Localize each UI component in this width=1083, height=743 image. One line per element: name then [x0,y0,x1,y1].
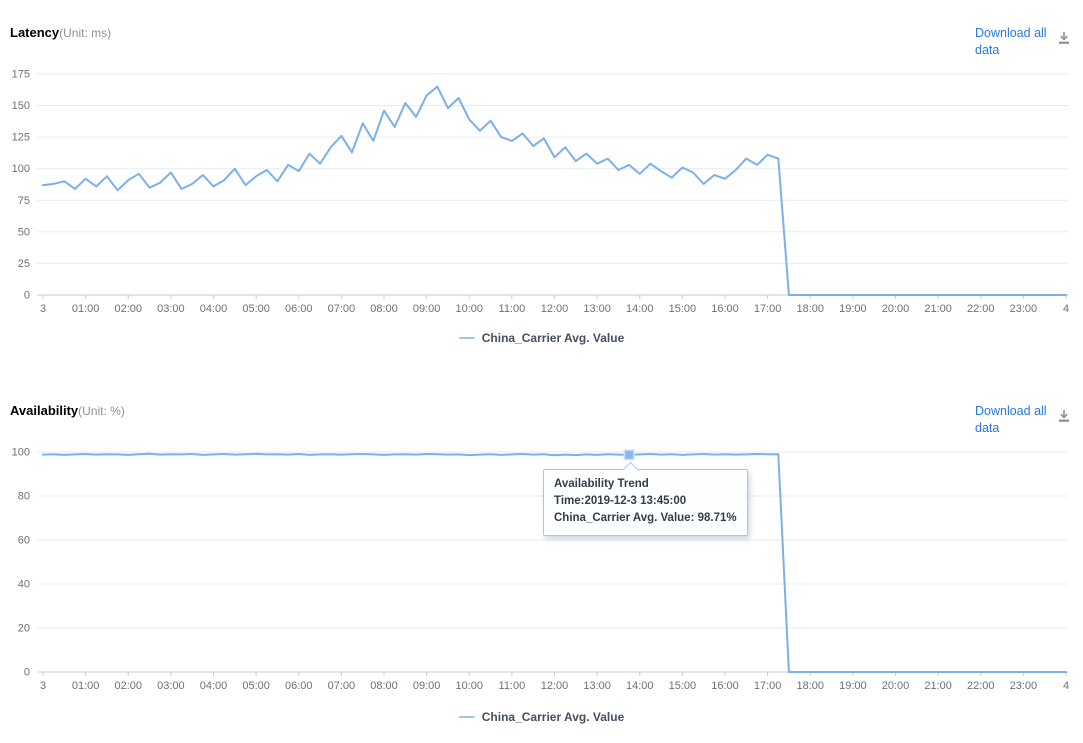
svg-text:14:00: 14:00 [626,303,654,315]
svg-text:0: 0 [24,290,30,302]
download-icon[interactable] [1057,31,1071,50]
svg-text:02:00: 02:00 [114,303,142,315]
gridlines [37,73,1068,264]
legend-line-marker [458,337,475,339]
svg-text:16:00: 16:00 [711,680,739,692]
latency-download: Download all data [975,25,1071,59]
availability-chart-unit: (Unit: %) [78,404,125,418]
svg-text:100: 100 [12,447,30,459]
svg-text:0: 0 [24,667,30,679]
svg-text:23:00: 23:00 [1010,680,1038,692]
svg-text:06:00: 06:00 [285,680,313,692]
svg-text:75: 75 [18,195,30,207]
svg-text:16:00: 16:00 [711,303,739,315]
availability-tooltip: Availability Trend Time:2019-12-3 13:45:… [543,469,748,536]
latency-chart-title: Latency [10,25,60,40]
svg-text:09:00: 09:00 [413,680,441,692]
svg-text:07:00: 07:00 [328,680,356,692]
svg-text:01:00: 01:00 [72,680,100,692]
svg-text:15:00: 15:00 [669,680,697,692]
svg-text:09:00: 09:00 [413,303,441,315]
svg-text:18:00: 18:00 [796,303,824,315]
svg-text:19:00: 19:00 [839,680,867,692]
svg-text:06:00: 06:00 [285,303,313,315]
svg-text:19:00: 19:00 [839,303,867,315]
svg-text:05:00: 05:00 [242,303,270,315]
svg-text:03:00: 03:00 [157,680,185,692]
svg-text:175: 175 [12,69,30,81]
svg-text:13:00: 13:00 [583,303,611,315]
series-line-china-carrier [42,85,1067,296]
latency-legend-item[interactable]: China_Carrier Avg. Value [0,331,1083,345]
svg-text:04:00: 04:00 [200,303,228,315]
svg-text:17:00: 17:00 [754,680,782,692]
availability-legend-item[interactable]: China_Carrier Avg. Value [0,710,1083,724]
svg-text:05:00: 05:00 [242,680,270,692]
svg-text:100: 100 [12,163,30,175]
svg-text:60: 60 [18,535,30,547]
y-axis-labels: 0 20 40 60 80 100 [12,447,30,679]
tooltip-value: China_Carrier Avg. Value: 98.71% [554,512,737,524]
x-axis-labels: 3 01:00 02:00 03:00 04:00 05:00 06:00 07:00 08:0… [40,680,1069,692]
svg-text:10:00: 10:00 [455,680,483,692]
svg-text:18:00: 18:00 [796,680,824,692]
svg-text:80: 80 [18,491,30,503]
svg-text:08:00: 08:00 [370,303,398,315]
svg-text:21:00: 21:00 [924,303,952,315]
tooltip-title: Availability Trend [554,478,649,490]
svg-text:03:00: 03:00 [157,303,185,315]
availability-chart-header: Availability(Unit: %) [10,402,125,420]
svg-text:50: 50 [18,226,30,238]
svg-text:23:00: 23:00 [1010,303,1038,315]
legend-label: China_Carrier Avg. Value [481,331,625,345]
svg-text:20:00: 20:00 [882,680,910,692]
svg-text:11:00: 11:00 [499,303,526,315]
svg-text:12:00: 12:00 [541,303,569,315]
highlight-marker[interactable] [625,450,634,459]
download-all-data-link[interactable]: Download all data [975,404,1047,435]
svg-text:21:00: 21:00 [924,680,952,692]
svg-text:20:00: 20:00 [882,303,910,315]
svg-text:4: 4 [1063,303,1069,315]
svg-text:22:00: 22:00 [967,680,995,692]
latency-chart-unit: (Unit: ms) [59,26,112,40]
svg-text:150: 150 [12,100,30,112]
series-line-china-carrier [42,452,1067,673]
svg-text:25: 25 [18,258,30,270]
svg-text:07:00: 07:00 [328,303,356,315]
latency-chart-section: Latency(Unit: ms) Download all data 0 25 5… [0,24,1083,345]
tooltip-time: Time:2019-12-3 13:45:00 [554,495,687,507]
svg-text:11:00: 11:00 [499,680,526,692]
svg-text:17:00: 17:00 [754,303,782,315]
svg-text:3: 3 [40,680,46,692]
svg-text:40: 40 [18,579,30,591]
svg-text:14:00: 14:00 [626,680,654,692]
svg-text:125: 125 [12,132,30,144]
svg-text:4: 4 [1063,680,1069,692]
download-icon[interactable] [1057,409,1071,428]
latency-chart-header: Latency(Unit: ms) [10,24,111,42]
svg-text:08:00: 08:00 [370,680,398,692]
download-all-data-link[interactable]: Download all data [975,26,1047,57]
svg-text:13:00: 13:00 [583,680,611,692]
svg-text:01:00: 01:00 [72,303,100,315]
legend-line-marker [458,716,475,718]
svg-text:12:00: 12:00 [541,680,569,692]
availability-chart-section: Availability(Unit: %) Download all data … [0,388,1083,743]
svg-text:15:00: 15:00 [669,303,697,315]
availability-download: Download all data [975,403,1071,437]
svg-text:3: 3 [40,303,46,315]
latency-chart-plot[interactable]: 0 25 50 75 100 125 150 175 3 01:00 02:00 03:00 04:00… [0,60,1083,330]
availability-chart-title: Availability [10,403,79,418]
svg-text:22:00: 22:00 [967,303,995,315]
svg-text:02:00: 02:00 [114,680,142,692]
y-axis-labels: 0 25 50 75 100 125 150 175 [12,69,30,302]
svg-text:04:00: 04:00 [200,680,228,692]
availability-chart-plot[interactable]: 0 20 40 60 80 100 3 01:00 02:00 03:00 04:00 05:00 06… [0,440,1083,693]
x-axis-labels: 3 01:00 02:00 03:00 04:00 05:00 06:00 07:00 08:0… [40,303,1069,315]
svg-text:10:00: 10:00 [455,303,483,315]
legend-label: China_Carrier Avg. Value [481,710,625,724]
svg-text:20: 20 [18,623,30,635]
